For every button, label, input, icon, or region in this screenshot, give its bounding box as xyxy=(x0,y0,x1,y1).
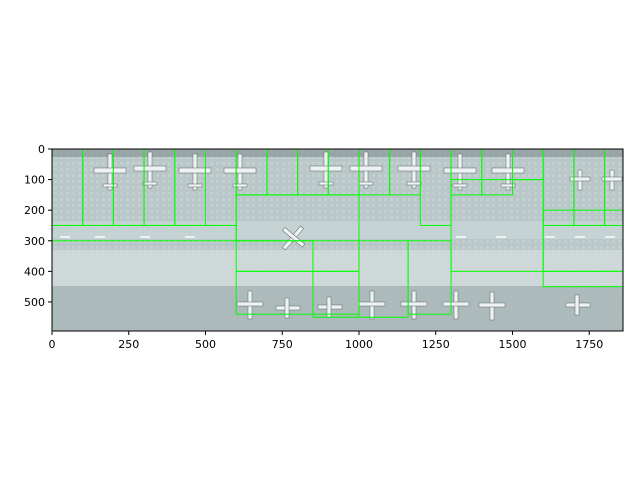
bounding-box xyxy=(542,270,623,288)
y-tick-label: 200 xyxy=(24,204,45,217)
bounding-box xyxy=(407,240,452,315)
x-tick-label: 750 xyxy=(272,338,293,351)
bounding-box xyxy=(52,224,237,242)
y-tick-label: 0 xyxy=(38,143,45,156)
y-tick-label: 500 xyxy=(24,296,45,309)
x-tick-label: 1250 xyxy=(422,338,450,351)
x-tick-label: 250 xyxy=(118,338,139,351)
bounding-box xyxy=(312,270,360,318)
y-tick-label: 100 xyxy=(24,174,45,187)
x-tick-label: 0 xyxy=(49,338,56,351)
x-tick-label: 1750 xyxy=(575,338,603,351)
x-axis: 0 250 500 750 1000 1250 1500 1750 xyxy=(49,331,603,351)
y-tick-label: 300 xyxy=(24,235,45,248)
y-axis: 0 100 200 300 400 500 xyxy=(24,143,52,309)
axes-frame xyxy=(51,148,624,332)
y-tick-label: 400 xyxy=(24,265,45,278)
x-tick-label: 1500 xyxy=(498,338,526,351)
bounding-box xyxy=(235,240,314,272)
x-tick-label: 1000 xyxy=(345,338,373,351)
x-tick-label: 500 xyxy=(195,338,216,351)
aerial-airport-image xyxy=(52,149,623,331)
detection-boxes xyxy=(52,149,623,318)
